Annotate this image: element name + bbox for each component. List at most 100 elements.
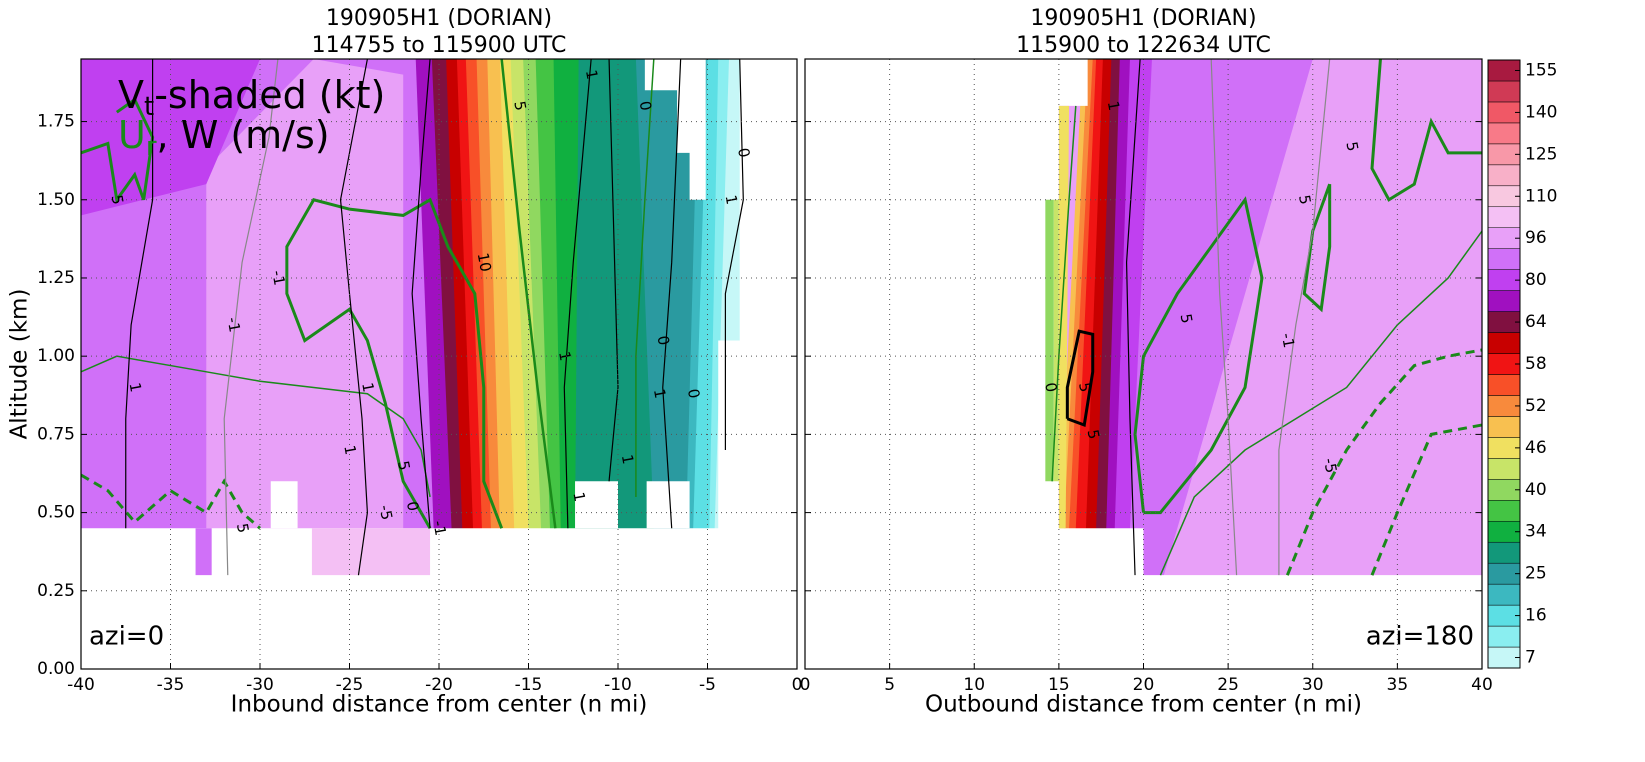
blank-region [646, 481, 690, 529]
key-symbol: U [118, 113, 146, 157]
contour-label: 1 [650, 387, 669, 400]
colorbar-tick-label: 40 [1525, 480, 1547, 500]
contour-line [81, 97, 155, 204]
contour-line [411, 59, 431, 529]
contour-label: 5 [510, 100, 529, 113]
y-tick-label: 0.00 [37, 659, 75, 679]
contour-label: -1 [268, 269, 288, 287]
key-text: Vt-shaded (kt) [118, 73, 385, 122]
x-tick-label: -20 [425, 675, 453, 695]
contour-line [81, 355, 431, 498]
contour-line [1125, 59, 1141, 576]
shade-patch [81, 59, 260, 216]
x-tick-label: 20 [1133, 675, 1155, 695]
colorbar-tick-label: 110 [1525, 186, 1557, 206]
contour-line [81, 473, 261, 530]
contour-line [125, 59, 154, 529]
colorbar-band [1487, 583, 1521, 606]
contour-label: 10 [474, 251, 495, 273]
y-tick-label: 1.50 [37, 190, 75, 210]
colorbar-band [1487, 164, 1521, 187]
plot-frame [804, 58, 1483, 670]
contour-line [1370, 423, 1482, 576]
colorbar-band [1487, 290, 1521, 312]
contour-label: 5 [233, 522, 252, 535]
contour-line [223, 59, 279, 576]
y-tick-label: 1.25 [37, 268, 75, 288]
blank-region [270, 481, 298, 529]
shade-patch [1045, 199, 1054, 482]
contour-line [608, 59, 619, 482]
colorbar-band [1487, 248, 1521, 270]
shade-patch [195, 528, 212, 576]
shade-patch [311, 528, 431, 576]
x-tick-label: -5 [699, 675, 716, 695]
colorbar-tick-label: 58 [1525, 354, 1547, 374]
y-tick-label: 0.75 [37, 424, 75, 444]
contour-line [1159, 230, 1482, 576]
key-symbol: V [118, 73, 144, 117]
contour-line [1278, 59, 1331, 576]
colorbar-band [1487, 625, 1521, 648]
x-tick-label: 0 [800, 675, 811, 695]
colorbar-band [1487, 332, 1521, 354]
contour-label: 1 [618, 453, 637, 466]
colorbar-band [1487, 541, 1521, 564]
chart-title: 190905H1 (DORIAN) [1030, 6, 1256, 31]
colorbar-band [1487, 374, 1521, 396]
x-tick-label: -15 [515, 675, 543, 695]
key-text: Ur, W (m/s) [118, 113, 330, 162]
y-tick-label: 0.25 [37, 581, 75, 601]
x-tick-label: 5 [884, 675, 895, 695]
x-axis-label: Inbound distance from center (n mi) [231, 692, 648, 718]
contour-label: 0 [654, 334, 673, 347]
contour-line [285, 197, 504, 529]
x-tick-label: 0 [792, 675, 803, 695]
shade-patch [1058, 105, 1070, 529]
contour-label: 5 [108, 193, 127, 206]
colorbar-band [1487, 206, 1521, 228]
contour-label: 5 [1075, 381, 1094, 394]
plot-frame [80, 58, 798, 670]
x-tick-label: -35 [157, 675, 185, 695]
colorbar-tick-label: 7 [1525, 648, 1536, 668]
x-tick-label: -40 [67, 675, 95, 695]
x-tick-label: 10 [963, 675, 985, 695]
x-tick-label: -25 [336, 675, 364, 695]
contour-label: -1 [429, 519, 449, 537]
colorbar-tick-label: 96 [1525, 228, 1547, 248]
contour-line [1065, 329, 1095, 428]
blank-region [805, 59, 1482, 669]
contour-line [635, 59, 655, 497]
colorbar-band [1487, 122, 1521, 145]
contour-label: 5 [394, 459, 413, 472]
x-tick-label: 15 [1048, 675, 1070, 695]
colorbar-band [1487, 500, 1521, 522]
colorbar-tick-label: 155 [1525, 60, 1557, 80]
colorbar-band [1487, 80, 1521, 103]
contour-label: 5 [1342, 140, 1361, 153]
blank-region [81, 59, 797, 669]
colorbar-band [1487, 416, 1521, 438]
y-tick-label: 1.00 [37, 346, 75, 366]
colorbar-tick-label: 16 [1525, 606, 1547, 626]
contour-line [1210, 59, 1238, 576]
contour-label: 0 [1041, 381, 1060, 394]
contour-label: 1 [1104, 100, 1123, 113]
colorbar-tick-label: 25 [1525, 564, 1547, 584]
key-rest: , W (m/s) [157, 113, 330, 157]
key-subscript: r [146, 132, 157, 162]
contour-label: 1 [126, 381, 145, 394]
annotation: azi=0 [89, 622, 164, 652]
blank-region [575, 481, 618, 529]
contour-line [724, 59, 744, 451]
contour-label: -1 [1278, 332, 1298, 350]
x-tick-label: -30 [246, 675, 274, 695]
chart-title: 115900 to 122634 UTC [1016, 33, 1271, 58]
contour-line [662, 59, 682, 529]
x-tick-label: 35 [1387, 675, 1409, 695]
contour-label: 0 [403, 500, 422, 513]
colorbar-tick-label: 52 [1525, 396, 1547, 416]
x-tick-label: 30 [1302, 675, 1324, 695]
y-axis-label: Altitude (km) [7, 289, 33, 440]
